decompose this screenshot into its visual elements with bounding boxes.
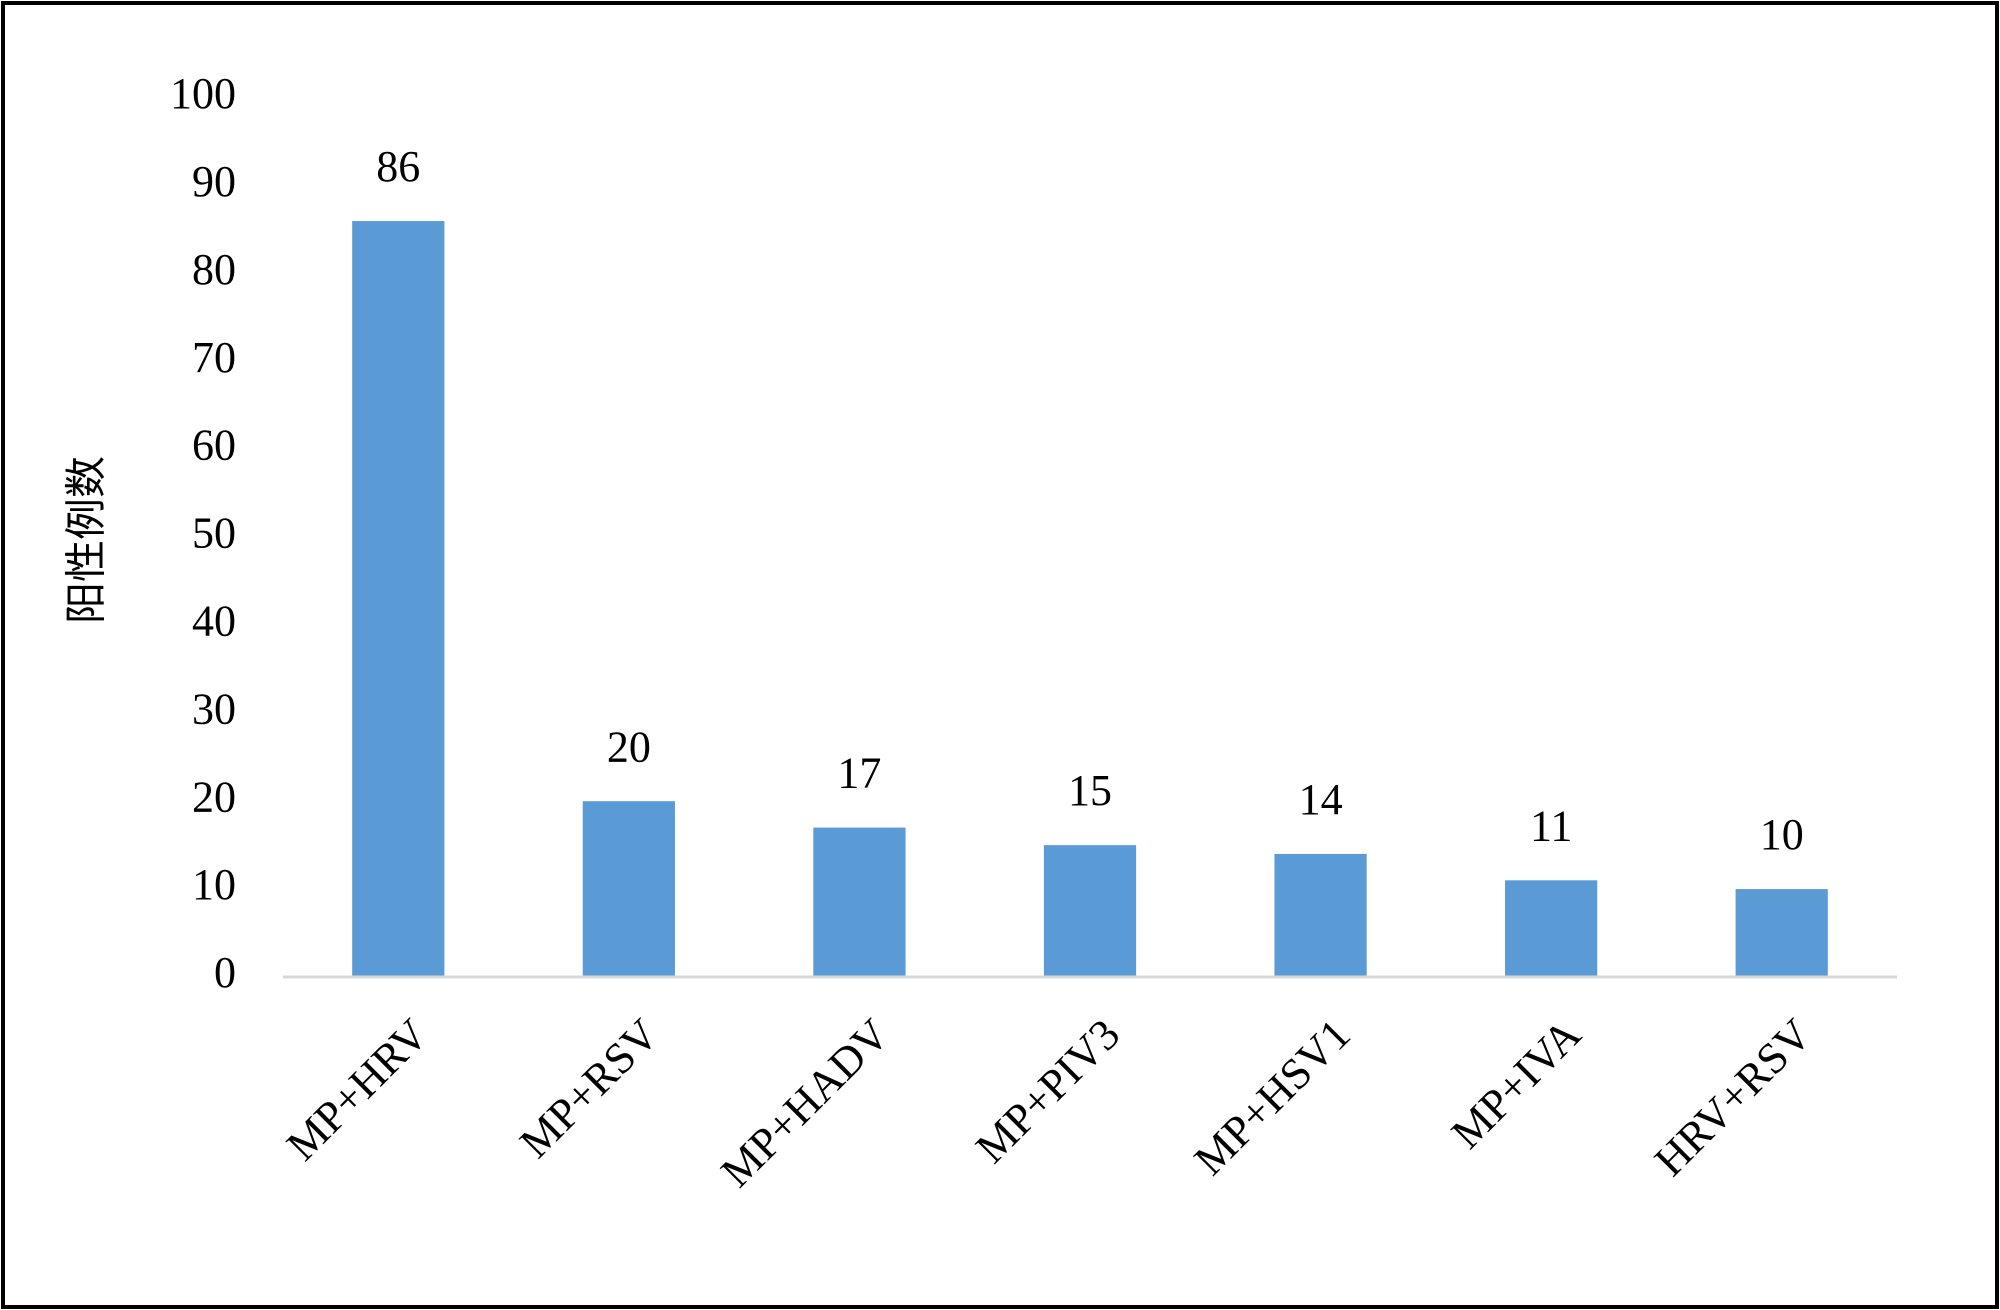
value-label: 14: [1299, 775, 1343, 824]
y-tick-label: 30: [192, 684, 236, 733]
y-tick-label: 90: [192, 157, 236, 206]
bar: [1274, 853, 1367, 977]
bar: [1505, 880, 1598, 977]
y-tick-label: 10: [192, 860, 236, 909]
bar: [1043, 845, 1137, 977]
y-tick-label: 70: [192, 333, 236, 382]
y-tick-label: 60: [192, 421, 236, 470]
value-label: 10: [1760, 810, 1804, 859]
y-tick-label: 100: [170, 69, 236, 118]
value-label: 86: [376, 142, 420, 191]
value-label: 11: [1530, 801, 1572, 850]
value-label: 20: [607, 722, 651, 771]
value-label: 15: [1068, 766, 1112, 815]
bar: [352, 221, 445, 977]
bar: [582, 801, 675, 977]
y-tick-label: 80: [192, 245, 236, 294]
y-axis-label: 阳性例数: [62, 456, 111, 624]
y-tick-label: 20: [192, 772, 236, 821]
y-tick-label: 50: [192, 509, 236, 558]
bar: [1735, 889, 1828, 977]
bar: [813, 827, 906, 977]
value-label: 17: [837, 749, 881, 798]
y-tick-label: 0: [214, 948, 236, 997]
y-tick-label: 40: [192, 596, 236, 645]
